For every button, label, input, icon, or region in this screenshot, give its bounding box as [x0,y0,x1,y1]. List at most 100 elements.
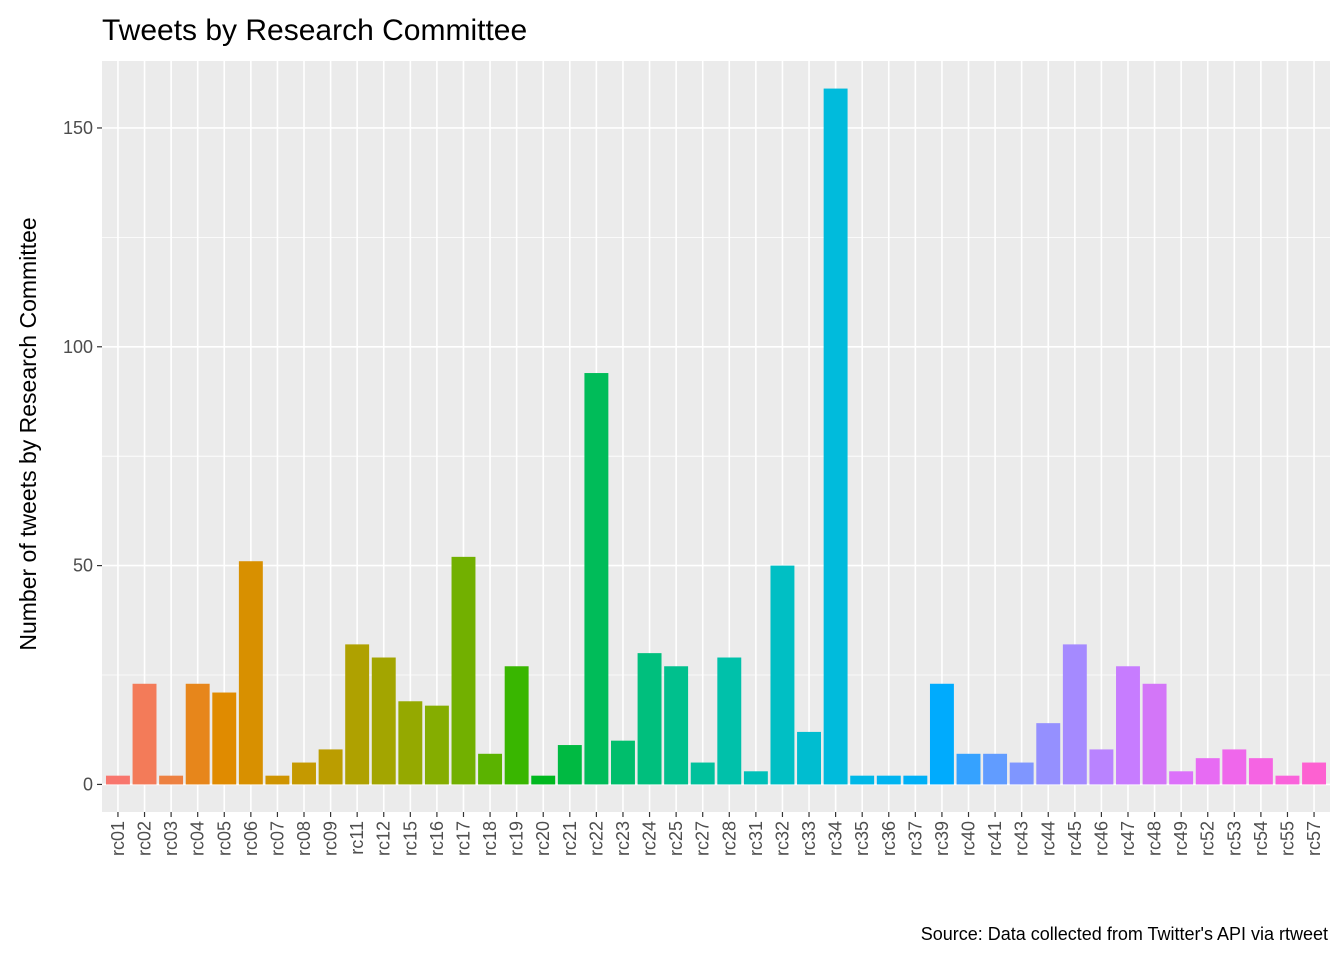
x-tick-label: rc01 [108,821,128,856]
x-tick-label: rc43 [1012,821,1032,856]
x-tick-label: rc54 [1251,821,1271,856]
bar-rc07 [265,775,290,785]
bar-rc03 [159,775,184,785]
x-tick-label: rc49 [1171,821,1191,856]
bar-rc06 [238,561,263,785]
bar-rc08 [292,762,316,785]
x-tick-label: rc55 [1277,821,1297,856]
x-tick-label: rc15 [400,821,420,856]
bar-rc52 [1195,758,1220,785]
bar-rc57 [1302,762,1327,785]
x-axis-ticks: rc01 rc02 rc03 rc04 rc05 rc06 rc07 rc08 rc09 rc11… [108,812,1324,856]
bar-rc48 [1142,683,1167,785]
x-tick-label: rc34 [826,821,846,856]
bar-rc49 [1169,771,1194,785]
bar-rc40 [956,753,981,785]
x-tick-label: rc35 [852,821,872,856]
x-tick-label: rc05 [214,821,234,856]
bar-rc18 [478,753,503,785]
x-tick-label: rc33 [799,821,819,856]
x-tick-label: rc41 [985,821,1005,856]
bar-rc27 [690,762,715,785]
x-tick-label: rc03 [161,821,181,856]
y-tick-label: 100 [63,337,93,357]
x-tick-label: rc36 [879,821,899,856]
bar-rc22 [584,373,609,785]
bar-rc16 [424,705,449,785]
bar-rc31 [743,771,768,785]
bar-rc21 [557,745,582,785]
x-tick-label: rc52 [1198,821,1218,856]
x-tick-label: rc37 [905,821,925,856]
y-tick-label: 150 [63,118,93,138]
x-tick-label: rc24 [640,821,660,856]
x-tick-label: rc11 [347,821,367,855]
y-axis-ticks: 0 50 100 150 [63,118,102,794]
bar-rc41 [983,753,1008,785]
bar-rc25 [664,666,689,785]
bar-rc15 [398,701,423,785]
bar-rc39 [929,683,954,785]
x-tick-label: rc12 [374,821,394,856]
bar-rc17 [451,556,476,785]
x-tick-label: rc47 [1118,821,1138,856]
x-tick-label: rc27 [693,821,713,856]
x-tick-label: rc02 [135,821,155,856]
y-tick-label: 50 [73,556,93,576]
bar-rc04 [185,683,210,785]
x-tick-label: rc19 [507,821,527,856]
x-tick-label: rc07 [267,821,287,856]
x-tick-label: rc09 [321,821,341,856]
x-tick-label: rc23 [613,821,633,856]
bar-rc19 [504,666,529,785]
bar-rc47 [1116,666,1140,785]
x-tick-label: rc25 [666,821,686,856]
x-tick-label: rc28 [719,821,739,856]
bar-rc02 [132,683,157,785]
x-tick-label: rc39 [932,821,952,856]
bar-rc11 [345,644,370,785]
x-tick-label: rc32 [772,821,792,856]
bar-rc53 [1222,749,1247,785]
chart-title: Tweets by Research Committee [102,14,527,47]
x-tick-label: rc22 [586,821,606,856]
x-tick-label: rc45 [1065,821,1085,856]
x-tick-label: rc21 [560,821,580,856]
bar-rc32 [770,565,795,785]
y-axis-label: Number of tweets by Research Committee [15,217,41,650]
x-tick-label: rc17 [453,821,473,856]
bar-rc28 [717,657,742,785]
y-tick-label: 0 [83,774,93,794]
x-tick-label: rc53 [1224,821,1244,856]
bar-rc33 [797,731,821,785]
bar-rc09 [318,749,343,785]
x-tick-label: rc31 [746,821,766,856]
bar-rc44 [1036,723,1061,785]
x-tick-label: rc48 [1145,821,1165,856]
x-tick-label: rc06 [241,821,261,856]
bar-rc20 [531,775,556,785]
x-tick-label: rc18 [480,821,500,856]
bar-rc55 [1275,775,1300,785]
x-tick-label: rc16 [427,821,447,856]
x-tick-label: rc08 [294,821,314,856]
bar-rc12 [371,657,396,785]
bar-rc54 [1248,758,1273,785]
bar-rc23 [611,740,635,785]
bar-rc45 [1062,644,1087,785]
chart-caption: Source: Data collected from Twitter's AP… [921,924,1328,944]
bar-rc05 [212,692,237,785]
bar-rc24 [637,653,662,785]
bar-rc35 [850,775,875,785]
x-tick-label: rc44 [1038,821,1058,856]
bar-rc43 [1009,762,1034,785]
x-tick-label: rc46 [1091,821,1111,856]
bar-rc34 [823,88,848,785]
x-tick-label: rc40 [959,821,979,856]
x-tick-label: rc57 [1304,821,1324,856]
bar-rc46 [1089,749,1114,785]
x-tick-label: rc04 [188,821,208,856]
bar-rc37 [903,775,928,785]
bar-rc36 [876,775,901,785]
x-tick-label: rc20 [533,821,553,856]
